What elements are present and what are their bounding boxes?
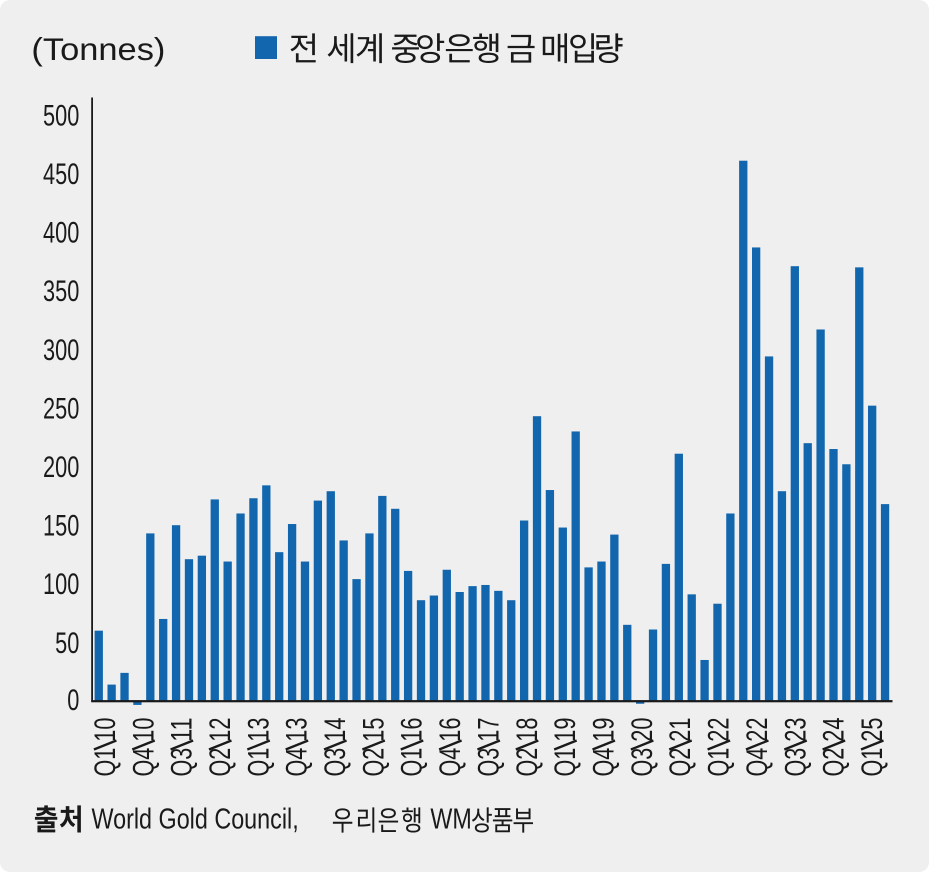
svg-text:300: 300 <box>43 334 79 367</box>
svg-text:Q2: Q2 <box>511 748 544 777</box>
svg-text:WM: WM <box>430 803 471 835</box>
svg-text:Q4: Q4 <box>588 748 621 777</box>
svg-text:12: 12 <box>204 718 237 742</box>
svg-text:Q3: Q3 <box>166 748 199 777</box>
svg-text:21: 21 <box>664 718 697 742</box>
svg-text:350: 350 <box>43 275 79 308</box>
svg-text:16: 16 <box>434 718 467 742</box>
svg-text:Q4: Q4 <box>281 748 314 777</box>
svg-text:13: 13 <box>242 718 275 742</box>
svg-text:10: 10 <box>127 718 160 742</box>
svg-text:World Gold Council,: World Gold Council, <box>92 803 299 835</box>
svg-text:Q1: Q1 <box>856 748 889 777</box>
svg-text:150: 150 <box>43 510 79 543</box>
svg-text:Q2: Q2 <box>204 748 237 777</box>
svg-text:Q1: Q1 <box>89 748 122 777</box>
svg-text:11: 11 <box>166 718 199 742</box>
svg-text:450: 450 <box>43 158 79 191</box>
svg-text:14: 14 <box>319 718 352 742</box>
svg-text:23: 23 <box>779 718 812 742</box>
svg-text:16: 16 <box>396 718 429 742</box>
svg-text:22: 22 <box>703 718 736 742</box>
svg-text:19: 19 <box>549 718 582 742</box>
svg-text:Q1: Q1 <box>549 748 582 777</box>
svg-text:Q3: Q3 <box>319 748 352 777</box>
svg-text:13: 13 <box>281 718 314 742</box>
svg-text:15: 15 <box>357 718 390 742</box>
svg-text:19: 19 <box>588 718 621 742</box>
svg-text:(Tonnes): (Tonnes) <box>31 31 165 67</box>
svg-text:Q2: Q2 <box>357 748 390 777</box>
svg-text:Q4: Q4 <box>434 748 467 777</box>
svg-text:18: 18 <box>511 718 544 742</box>
svg-text:22: 22 <box>741 718 774 742</box>
svg-text:400: 400 <box>43 217 79 250</box>
svg-text:0: 0 <box>67 684 79 717</box>
svg-text:Q2: Q2 <box>664 748 697 777</box>
svg-text:17: 17 <box>472 718 505 742</box>
svg-text:Q2: Q2 <box>818 748 851 777</box>
svg-text:Q3: Q3 <box>472 748 505 777</box>
svg-text:500: 500 <box>43 99 79 132</box>
svg-text:20: 20 <box>626 718 659 742</box>
svg-text:Q4: Q4 <box>127 748 160 777</box>
svg-text:50: 50 <box>55 627 79 660</box>
svg-text:10: 10 <box>89 718 122 742</box>
svg-text:100: 100 <box>43 568 79 601</box>
svg-text:Q1: Q1 <box>396 748 429 777</box>
svg-text:200: 200 <box>43 451 79 484</box>
svg-text:24: 24 <box>818 718 851 742</box>
svg-text:Q1: Q1 <box>242 748 275 777</box>
svg-text:Q3: Q3 <box>626 748 659 777</box>
svg-text:Q3: Q3 <box>779 748 812 777</box>
svg-text:250: 250 <box>43 392 79 425</box>
svg-text:Q1: Q1 <box>703 748 736 777</box>
svg-text:Q4: Q4 <box>741 748 774 777</box>
svg-text:25: 25 <box>856 718 889 742</box>
